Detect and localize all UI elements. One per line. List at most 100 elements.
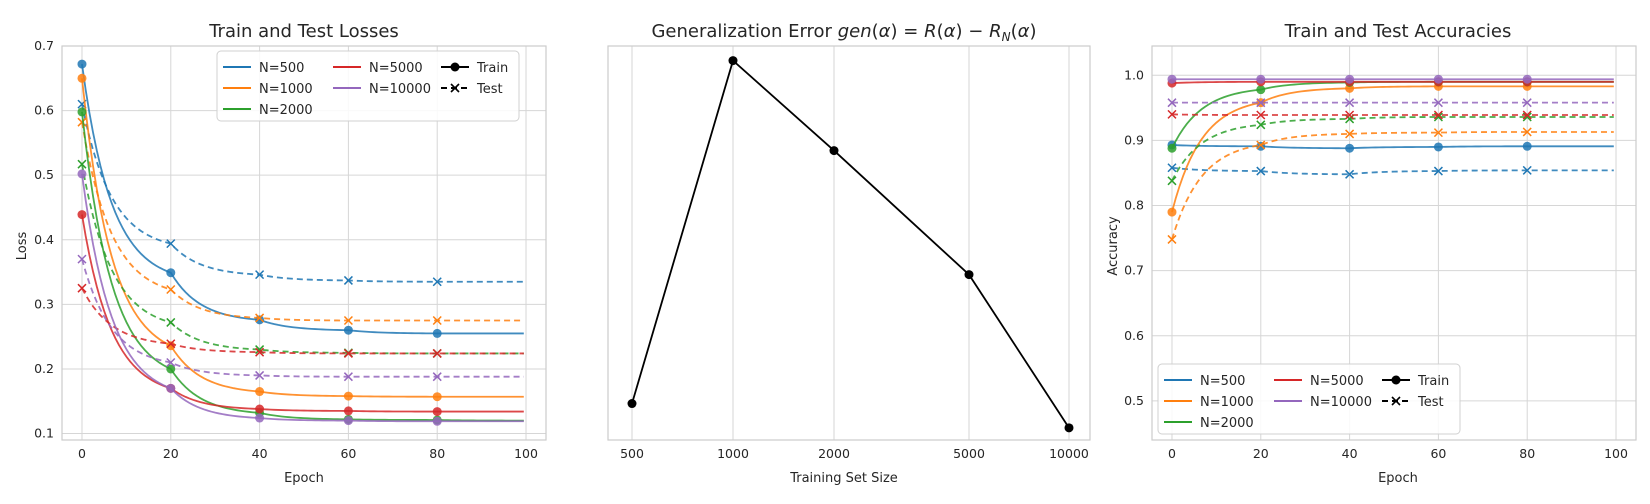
loss-train-point xyxy=(255,404,265,414)
accuracy-test-point xyxy=(1167,109,1177,119)
loss-test-point-stroke xyxy=(77,254,87,264)
loss-test-point xyxy=(77,159,87,169)
accuracy-test-point-stroke xyxy=(1433,112,1443,122)
accuracy-xtick-label: 100 xyxy=(1604,446,1628,461)
accuracy-panel: Train and Test Accuracies Epoch Accuracy… xyxy=(1106,21,1637,486)
loss-legend-train-label: Train xyxy=(476,61,508,76)
accuracy-legend-box xyxy=(1157,363,1461,435)
accuracy-test-point-stroke xyxy=(1167,98,1177,108)
accuracy-legend: N=500 N=1000 N=2000 N=5000 N=10000 Train Test xyxy=(1157,363,1461,435)
loss-test-point-stroke xyxy=(343,275,353,285)
generalization-xtick-label: 5000 xyxy=(953,446,985,461)
loss-test-point xyxy=(255,313,265,323)
loss-train-point xyxy=(343,391,353,401)
loss-train-line-N5000 xyxy=(81,214,524,413)
accuracy-train-line-N5000 xyxy=(1171,80,1614,85)
loss-test-point-stroke xyxy=(255,270,265,280)
loss-test-point-stroke xyxy=(77,159,87,169)
generalization-point xyxy=(829,146,839,156)
accuracy-legend-label: N=2000 xyxy=(1200,416,1254,431)
accuracy-test-point xyxy=(1345,129,1355,139)
loss-test-point xyxy=(166,339,176,349)
accuracy-test-point-stroke xyxy=(1167,163,1177,173)
accuracy-xtick-label: 80 xyxy=(1519,446,1535,461)
accuracy-test-point xyxy=(1345,114,1355,124)
accuracy-train-point xyxy=(1167,143,1177,153)
loss-train-point xyxy=(255,387,265,397)
accuracy-test-point xyxy=(1167,234,1177,244)
loss-ytick-label: 0.4 xyxy=(34,232,54,247)
accuracy-test-point-stroke xyxy=(1522,127,1532,137)
accuracy-test-line-N1000 xyxy=(1171,131,1614,240)
accuracy-train-point xyxy=(1345,143,1355,153)
loss-test-point-stroke xyxy=(343,348,353,358)
loss-train-line-N10000 xyxy=(81,173,524,423)
accuracy-ytick-label: 0.8 xyxy=(1124,198,1144,213)
loss-train-point xyxy=(343,325,353,335)
accuracy-test-point xyxy=(1256,110,1266,120)
loss-test-point xyxy=(343,275,353,285)
accuracy-test-point xyxy=(1433,166,1443,176)
loss-ytick-label: 0.5 xyxy=(34,167,54,182)
accuracy-legend-test-marker xyxy=(1391,396,1401,406)
loss-test-point-stroke xyxy=(166,357,176,368)
accuracy-title: Train and Test Accuracies xyxy=(1284,21,1512,42)
loss-test-line-N5000 xyxy=(81,287,524,355)
generalization-title: Generalization Error gen(α) = R(α) − RN(… xyxy=(651,21,1036,44)
loss-train-point xyxy=(166,268,176,278)
accuracy-test-point-stroke xyxy=(1345,169,1355,179)
loss-train-line-N1000 xyxy=(81,78,524,398)
loss-test-point-stroke xyxy=(432,277,442,287)
loss-test-point-stroke xyxy=(432,348,442,358)
accuracy-legend-label: N=1000 xyxy=(1200,395,1254,410)
accuracy-train-point xyxy=(1433,142,1443,152)
loss-train-point xyxy=(166,364,176,374)
accuracy-test-point xyxy=(1167,98,1177,108)
loss-test-point-stroke xyxy=(166,339,176,349)
accuracy-train-point xyxy=(1522,141,1532,151)
loss-ytick-label: 0.6 xyxy=(34,103,54,118)
accuracy-test-point xyxy=(1256,120,1266,130)
accuracy-train-point xyxy=(1167,207,1177,217)
loss-legend-label: N=1000 xyxy=(259,82,313,97)
loss-xtick-label: 0 xyxy=(78,446,86,461)
accuracy-ytick-label: 0.7 xyxy=(1124,263,1144,278)
loss-train-point xyxy=(432,416,442,426)
accuracy-train-line-N1000 xyxy=(1171,85,1614,213)
loss-test-point xyxy=(432,372,442,382)
accuracy-test-point-stroke xyxy=(1167,176,1177,186)
loss-legend-label: N=10000 xyxy=(369,82,431,97)
accuracy-test-line-N500 xyxy=(1171,166,1614,176)
generalization-xtick-label: 2000 xyxy=(818,446,850,461)
loss-test-point-stroke xyxy=(343,315,353,326)
accuracy-test-line-N5000 xyxy=(1171,113,1614,116)
loss-train-point xyxy=(255,315,265,325)
generalization-point xyxy=(627,399,637,409)
loss-train-point xyxy=(77,169,87,179)
loss-xtick-label: 100 xyxy=(514,446,538,461)
loss-legend-box xyxy=(216,50,520,122)
accuracy-xlabel: Epoch xyxy=(1378,471,1418,486)
loss-test-line-N1000 xyxy=(81,122,524,322)
accuracy-test-point-stroke xyxy=(1522,110,1532,120)
accuracy-test-point xyxy=(1256,98,1266,108)
loss-title: Train and Test Losses xyxy=(208,21,399,42)
loss-test-line-N500 xyxy=(81,103,524,283)
accuracy-train-point xyxy=(1256,74,1266,84)
loss-test-point xyxy=(166,284,176,295)
loss-test-point xyxy=(432,315,442,326)
loss-train-line-N500 xyxy=(81,63,524,335)
accuracy-test-point xyxy=(1167,163,1177,173)
accuracy-test-point-stroke xyxy=(1522,112,1532,122)
generalization-xtick-label: 10000 xyxy=(1049,446,1089,461)
loss-test-point-stroke xyxy=(77,117,87,127)
accuracy-ytick-label: 0.9 xyxy=(1124,132,1144,147)
loss-xtick-label: 40 xyxy=(252,446,268,461)
loss-xtick-label: 20 xyxy=(163,446,179,461)
loss-test-point-stroke xyxy=(432,315,442,326)
loss-train-point xyxy=(432,392,442,402)
loss-legend: N=500 N=1000 N=2000 N=5000 N=10000 Train Test xyxy=(216,50,520,122)
loss-train-point xyxy=(343,406,353,416)
accuracy-ytick-label: 0.6 xyxy=(1124,328,1144,343)
generalization-point xyxy=(728,56,738,66)
